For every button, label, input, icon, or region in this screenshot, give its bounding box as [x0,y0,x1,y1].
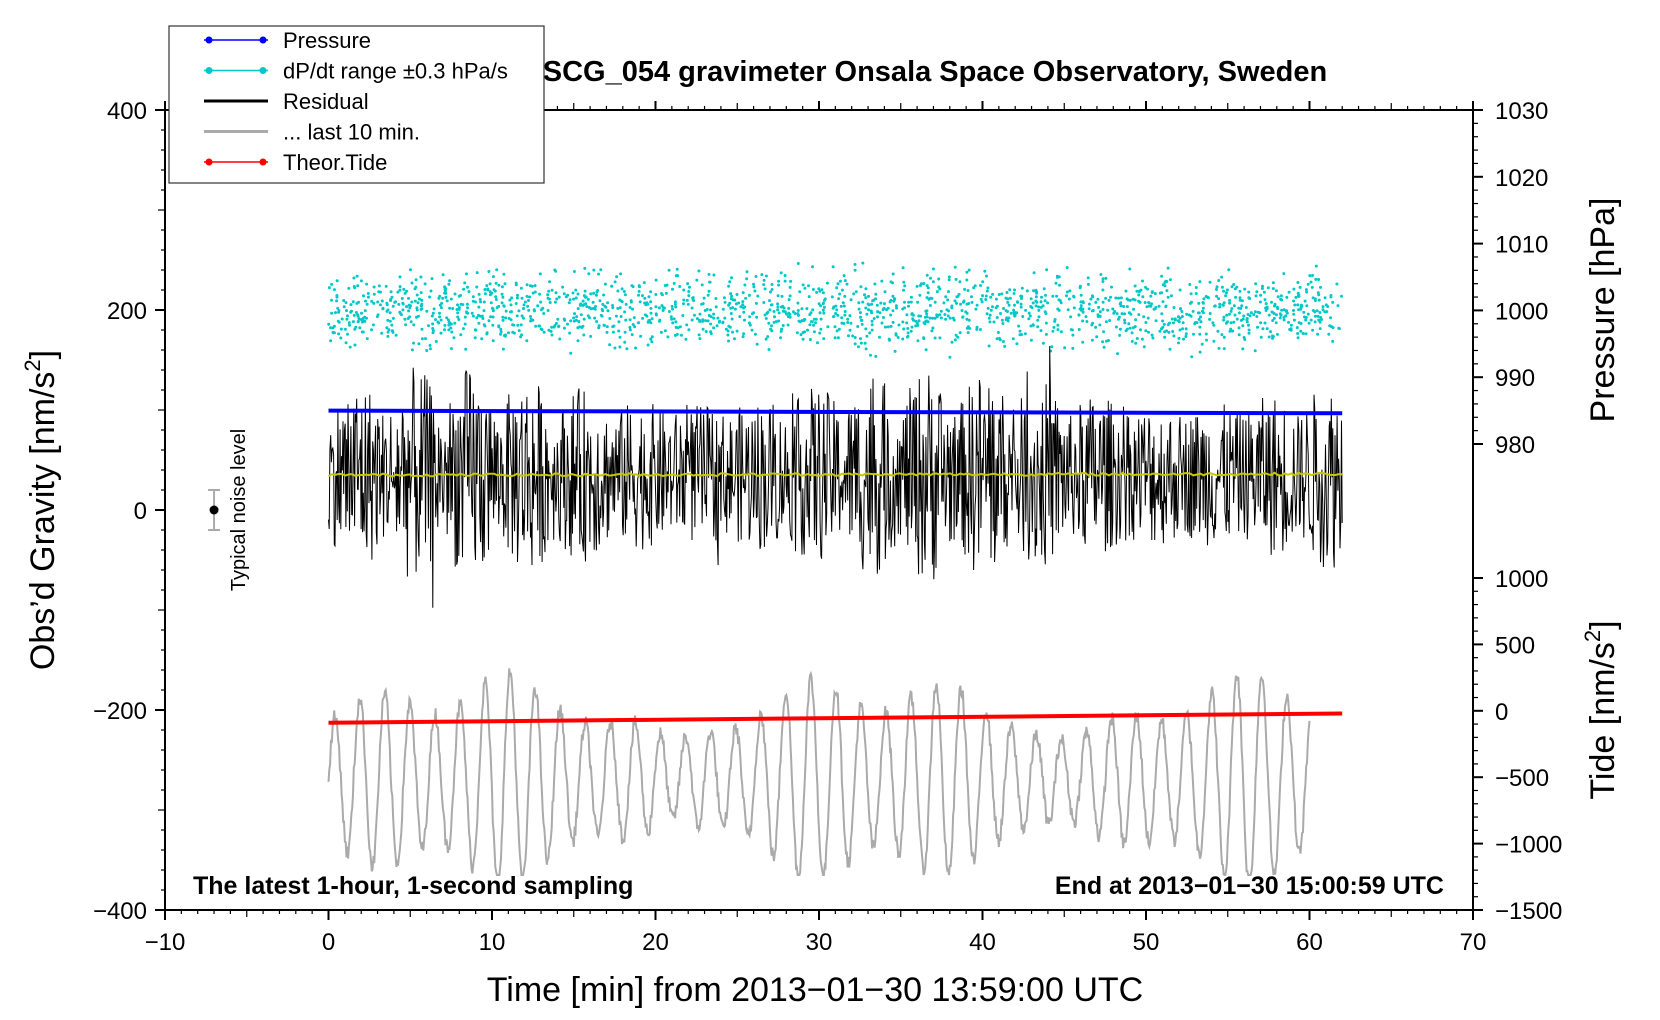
y-axis-label-pressure: Pressure [hPa] [1584,198,1622,423]
legend-swatch-dot [205,36,213,44]
legend: Pressure dP/dt range ±0.3 hPa/s Residual..… [168,25,545,184]
x-tick-label: 0 [322,929,335,956]
legend-swatch-dot [205,158,213,166]
legend-label: Pressure [283,28,371,53]
last-10-min-series [327,668,1311,876]
tide-line [328,711,1343,725]
annotation-sampling: The latest 1-hour, 1-second sampling [193,872,633,900]
legend-box [168,25,545,184]
y-axis-label-left: Obs’d Gravity [nm/s2] [20,350,62,670]
tide-tick-label: 0 [1495,699,1508,726]
pressure-tick-label: 1020 [1495,165,1548,192]
x-tick-label: 20 [642,929,669,956]
y-axis-label-tide: Tide [nm/s2] [1580,620,1622,799]
noise-marker [208,489,221,531]
pressure-line [328,408,1343,416]
legend-entry: dP/dt range ±0.3 hPa/s [204,59,508,84]
legend-swatch-dot [259,158,267,166]
y-axis-label-tide-text: Tide [nm/s [1584,642,1622,799]
tide-tick-label: 500 [1495,632,1535,659]
axis-tick-labels: −10 0 10 20 30 40 50 60 704002000−200−4001030102… [93,98,1562,956]
pressure-tick-label: 1030 [1495,98,1548,125]
pressure-tick-label: 980 [1495,432,1535,459]
legend-entry: Residual [204,89,369,114]
noise-marker-label: Typical noise level [228,429,250,591]
y-axis-label-tide-close: ] [1584,620,1622,629]
y-left-tick-label: 400 [107,98,147,125]
x-tick-label: −10 [145,929,186,956]
noise-point [209,505,219,515]
x-tick-label: 30 [806,929,833,956]
x-tick-label: 50 [1133,929,1160,956]
dpdt-scatter-series [327,261,1344,359]
legend-entry: Pressure [204,28,371,53]
x-axis-label: Time [min] from 2013−01−30 13:59:00 UTC [487,971,1143,1009]
last-10-min-line [327,668,1311,876]
y-axis-label-left-close: ] [24,350,62,359]
residual-series [328,346,1343,608]
y-left-tick-label: 0 [134,498,147,525]
axis-ticks [155,101,1483,920]
tide-tick-label: −1500 [1495,898,1562,925]
filtered-residual-line [327,471,1343,478]
legend-entry: ... last 10 min. [204,120,420,145]
line-series [327,408,1343,725]
legend-entries: Pressure dP/dt range ±0.3 hPa/s Residual..… [204,28,508,175]
legend-label: Theor.Tide [283,150,387,175]
legend-label: Residual [283,89,369,114]
y-axis-label-left-sup: 2 [20,359,45,371]
pressure-tick-label: 1010 [1495,232,1548,259]
tide-tick-label: −500 [1495,765,1549,792]
legend-entry: Theor.Tide [204,150,387,175]
x-tick-label: 40 [969,929,996,956]
legend-swatch-dot [259,36,267,44]
legend-label: dP/dt range ±0.3 hPa/s [283,59,508,84]
y-axis-label-left-text: Obs’d Gravity [nm/s [24,372,62,671]
tide-tick-label: −1000 [1495,832,1562,859]
legend-swatch-dot [259,67,267,74]
y-left-tick-label: 200 [107,298,147,325]
x-tick-label: 70 [1460,929,1487,956]
x-tick-label: 10 [479,929,506,956]
annotation-end-time: End at 2013−01−30 15:00:59 UTC [1055,872,1444,900]
pressure-tick-label: 1000 [1495,298,1548,325]
legend-label: ... last 10 min. [283,120,420,145]
y-left-tick-label: −200 [93,698,147,725]
x-tick-label: 60 [1296,929,1323,956]
dpdt-points [327,261,1344,359]
chart-title: SCG_054 gravimeter Onsala Space Observat… [543,56,1327,88]
legend-swatch-dot [205,67,213,74]
residual-line [328,346,1343,608]
y-axis-label-tide-sup: 2 [1580,630,1605,642]
tide-tick-label: 1000 [1495,566,1548,593]
pressure-tick-label: 990 [1495,365,1535,392]
y-left-tick-label: −400 [93,898,147,925]
